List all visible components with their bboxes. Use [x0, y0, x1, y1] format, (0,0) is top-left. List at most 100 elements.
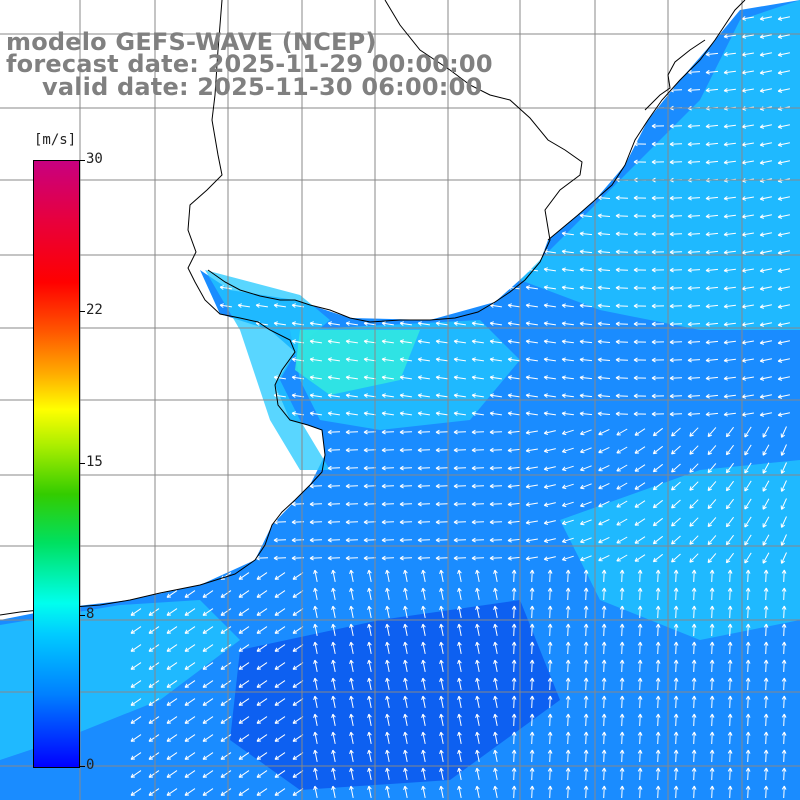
wind-arrow [381, 429, 395, 435]
wind-arrow [331, 569, 336, 582]
wind-arrow [637, 659, 643, 673]
wind-arrow [597, 231, 611, 237]
wind-arrow [525, 375, 538, 380]
wind-arrow [763, 659, 769, 673]
wind-arrow [619, 659, 625, 673]
wind-arrow [579, 411, 593, 417]
wind-arrow [705, 69, 719, 75]
coastline [0, 0, 746, 616]
wind-arrow [707, 553, 717, 564]
wind-arrow [777, 52, 791, 57]
wind-arrow [565, 605, 571, 619]
wind-arrow [705, 339, 719, 345]
wind-arrow [417, 375, 430, 380]
wind-arrow [580, 429, 592, 436]
wind-arrow [687, 123, 701, 129]
wind-arrow [619, 641, 625, 655]
wind-arrow [439, 731, 444, 744]
wind-arrow [561, 321, 574, 326]
wind-arrow [727, 749, 733, 763]
wind-arrow [471, 447, 485, 453]
wind-arrow [723, 322, 736, 327]
wind-arrow [403, 713, 408, 726]
wind-arrow [331, 605, 336, 618]
wind-arrow [759, 142, 772, 147]
wind-arrow [637, 569, 643, 583]
wind-arrow [457, 569, 462, 582]
wind-arrow [273, 537, 287, 543]
wind-arrow [166, 626, 178, 634]
wind-arrow [561, 303, 574, 308]
wind-arrow [669, 285, 683, 291]
wind-arrow [220, 680, 232, 688]
wind-arrow [543, 502, 556, 507]
wind-arrow [725, 534, 734, 546]
wind-arrow [598, 428, 610, 436]
colorbar-tick-30: 30 [86, 151, 103, 167]
wind-arrow [687, 249, 701, 255]
wind-arrow [691, 767, 697, 781]
wind-arrow [691, 695, 697, 709]
wind-arrow [349, 623, 354, 636]
wind-arrow [745, 605, 751, 619]
wind-arrow [345, 357, 358, 362]
wind-arrow [597, 321, 611, 327]
wind-arrow [399, 411, 412, 416]
wind-arrow [547, 641, 553, 655]
wind-arrow [385, 695, 390, 708]
wind-arrow [689, 517, 699, 527]
wind-arrow [709, 641, 715, 655]
wind-arrow [471, 501, 485, 507]
wind-arrow [777, 394, 791, 399]
wind-arrow [633, 213, 647, 219]
wind-arrow [525, 448, 538, 453]
wind-arrow [634, 518, 646, 526]
wind-arrow [759, 394, 772, 399]
wind-speed-patch [520, 0, 800, 330]
wind-arrow [673, 749, 679, 763]
wind-arrow [780, 426, 787, 438]
wind-arrow [741, 304, 754, 309]
wind-arrow [637, 677, 643, 691]
wind-arrow [417, 429, 431, 435]
wind-arrow [763, 731, 769, 745]
wind-arrow [561, 537, 574, 544]
wind-arrow [309, 555, 323, 561]
wind-arrow [525, 520, 538, 525]
wind-arrow [489, 465, 503, 471]
wind-arrow [166, 752, 178, 760]
wind-arrow [399, 357, 412, 362]
wind-arrow [580, 483, 592, 490]
wind-arrow [363, 537, 377, 543]
wind-arrow [691, 731, 697, 745]
wind-arrow [220, 662, 232, 670]
wind-arrow [435, 357, 448, 362]
wind-arrow [543, 448, 556, 453]
forecast-date: forecast date: 2025-11-29 00:00:00 [6, 50, 493, 78]
wind-arrow [417, 465, 431, 471]
wind-arrow [327, 447, 341, 453]
wind-arrow [727, 605, 733, 619]
wind-arrow [381, 555, 395, 561]
wind-arrow [166, 734, 178, 742]
wind-arrow [439, 695, 444, 708]
wind-arrow [475, 749, 480, 762]
wind-arrow [579, 231, 593, 237]
wind-arrow [349, 677, 354, 690]
wind-arrow [669, 249, 683, 255]
wind-arrow [399, 501, 413, 507]
wind-arrow [565, 731, 571, 745]
wind-arrow [580, 501, 592, 508]
wind-arrow [633, 357, 647, 363]
wind-arrow [421, 623, 426, 636]
wind-arrow [598, 536, 610, 544]
wind-arrow [439, 587, 444, 600]
wind-arrow [655, 695, 661, 709]
wind-arrow [403, 785, 408, 798]
wind-arrow [580, 519, 592, 526]
wind-arrow [598, 554, 610, 562]
wind-arrow [723, 394, 736, 399]
wind-arrow [637, 785, 643, 799]
wind-arrow [475, 659, 480, 672]
wind-arrow [130, 626, 142, 634]
